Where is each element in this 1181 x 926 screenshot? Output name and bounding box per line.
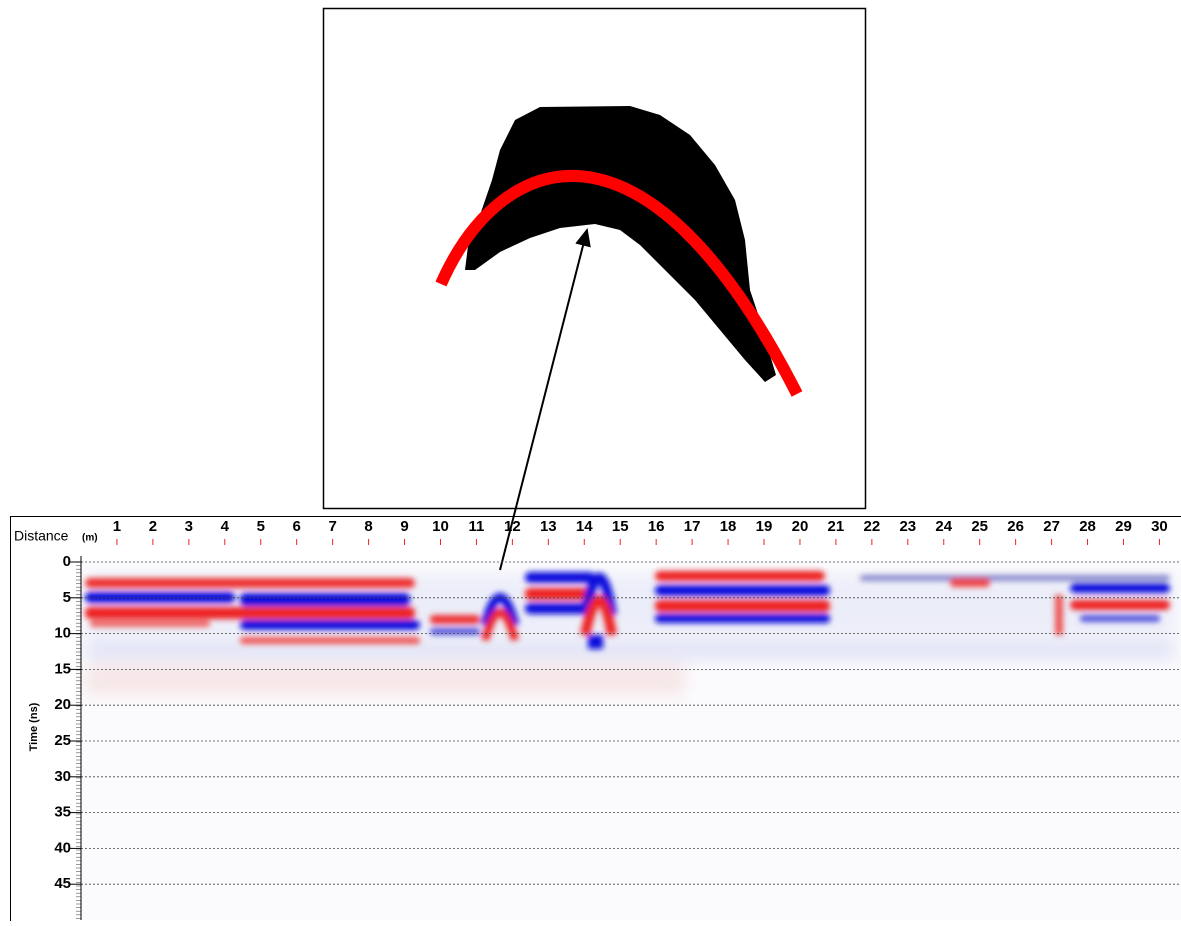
x-tick-label: 4 [221,518,230,535]
x-tick-label: 7 [328,518,336,535]
y-axis-label: Time (ns) [28,702,40,751]
x-tick-label: 23 [899,518,916,535]
radargram-image [81,560,1181,920]
x-tick-label: 13 [540,518,557,535]
x-tick-label: 25 [971,518,988,535]
y-tick-label: 5 [63,589,71,606]
y-tick-label: 10 [54,625,71,642]
x-tick-label: 27 [1043,518,1060,535]
x-tick-label: 17 [684,518,701,535]
x-tick-label: 21 [828,518,845,535]
x-tick-label: 14 [576,518,593,535]
x-tick-label: 22 [864,518,881,535]
x-tick-label: 11 [468,518,484,535]
x-axis-label: Distance [14,528,69,544]
x-tick-label: 9 [400,518,408,535]
y-tick-label: 0 [63,553,71,570]
x-tick-label: 6 [293,518,301,535]
x-tick-label: 12 [504,518,521,535]
x-tick-label: 2 [149,518,157,535]
x-tick-label: 16 [648,518,665,535]
y-tick-label: 25 [54,732,71,749]
y-tick-label: 40 [54,839,71,856]
x-tick-label: 29 [1115,518,1132,535]
x-tick-label: 20 [792,518,809,535]
x-tick-label: 24 [935,518,952,535]
x-tick-label: 19 [756,518,773,535]
y-tick-label: 45 [54,875,71,892]
x-tick-label: 26 [1007,518,1024,535]
y-tick-label: 30 [54,768,71,785]
x-tick-label: 15 [612,518,629,535]
y-tick-label: 35 [54,804,71,821]
x-tick-label: 5 [257,518,265,535]
y-tick-label: 15 [54,660,71,677]
x-tick-label: 8 [364,518,372,535]
y-tick-label: 20 [54,696,71,713]
x-tick-label: 30 [1151,518,1168,535]
x-tick-label: 28 [1079,518,1096,535]
x-tick-label: 18 [720,518,737,535]
inset-frame [324,9,866,509]
x-tick-label: 1 [113,518,121,535]
x-tick-label: 10 [432,518,449,535]
x-tick-label: 3 [185,518,193,535]
x-axis-unit: (m) [82,533,98,544]
